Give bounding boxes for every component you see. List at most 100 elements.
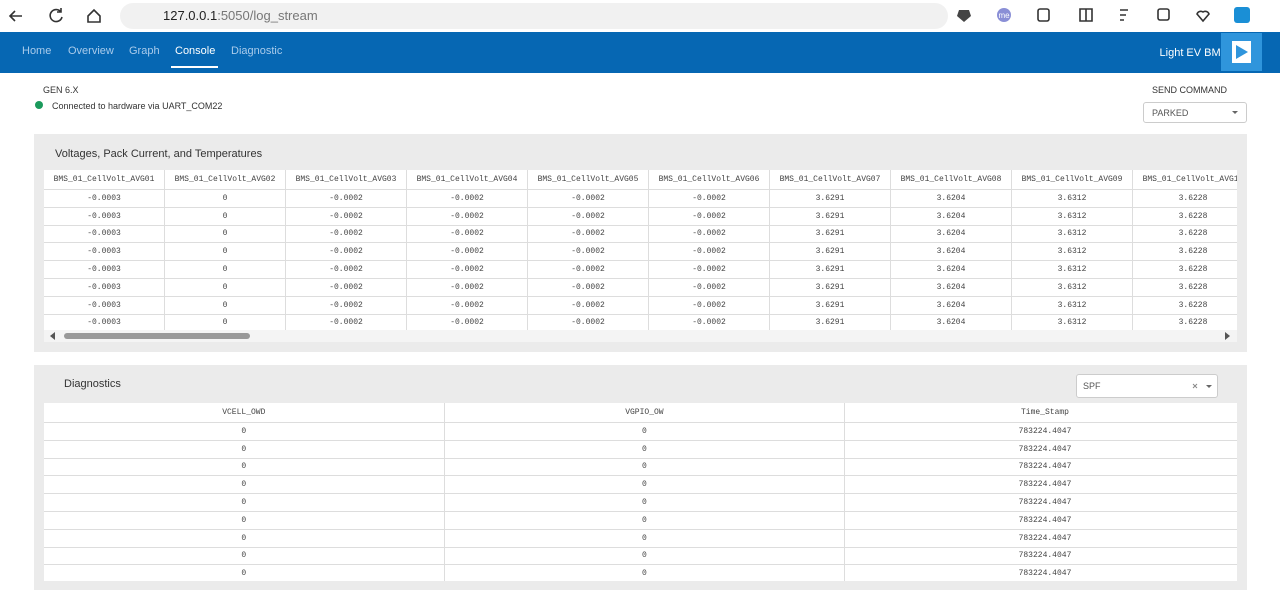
table-cell: 3.6312 <box>1011 242 1133 262</box>
diagnostics-table-wrap: VCELL_OWD VGPIO_OW Time_Stamp 0 0 783224.4047… <box>44 403 1237 581</box>
table-cell: 783224.4047 <box>844 547 1237 566</box>
table-cell: 0 <box>164 225 286 244</box>
table-cell: 783224.4047 <box>844 529 1237 548</box>
nav-link[interactable]: Home <box>22 45 52 57</box>
table-row: -0.0003 0 -0.0002 -0.0002 -0.0002 -0.0002 3.62… <box>44 314 1237 330</box>
table-cell: -0.0002 <box>527 242 649 262</box>
table-cell: 783224.4047 <box>844 564 1237 581</box>
column-header: BMS_01_CellVolt_AVG10 <box>1132 170 1237 190</box>
column-header: BMS_01_CellVolt_AVG06 <box>648 170 770 190</box>
collections-icon[interactable] <box>1157 8 1170 21</box>
profile-avatar[interactable] <box>997 8 1011 22</box>
table-cell: 0 <box>44 475 445 495</box>
health-icon[interactable] <box>1196 10 1210 23</box>
filter-controls[interactable] <box>1187 375 1217 397</box>
url-host-text: 127.0.0.1 <box>163 8 218 23</box>
profile-text: me <box>998 11 1010 20</box>
nav-link[interactable]: Overview <box>68 45 114 57</box>
table-cell: 0 <box>164 260 286 279</box>
table-cell: -0.0002 <box>285 242 407 262</box>
table-cell: 0 <box>44 564 445 581</box>
table-cell: 3.6291 <box>769 242 891 262</box>
table-body: 0 0 783224.4047 0 0 783224.4047 0 0 783224.4047 0… <box>44 422 1237 581</box>
table-cell: 3.6312 <box>1011 314 1133 330</box>
column-header: BMS_01_CellVolt_AVG01 <box>44 170 165 190</box>
reload-icon[interactable] <box>49 8 63 23</box>
table-cell: -0.0002 <box>527 189 649 208</box>
column-header: BMS_01_CellVolt_AVG07 <box>769 170 891 190</box>
shield-icon[interactable] <box>957 10 971 22</box>
voltage-table-wrap: BMS_01_CellVolt_AVG01 BMS_01_CellVolt_AVG… <box>44 170 1237 330</box>
table-cell: -0.0002 <box>406 225 528 244</box>
table-cell: 3.6204 <box>890 260 1012 279</box>
column-header: VCELL_OWD <box>44 403 445 423</box>
table-cell: 3.6228 <box>1132 225 1237 244</box>
nav-link-active[interactable]: Console <box>175 45 216 57</box>
column-header: Time_Stamp <box>844 403 1237 423</box>
extensions-icon[interactable] <box>1037 8 1050 22</box>
column-header: BMS_01_CellVolt_AVG02 <box>164 170 286 190</box>
table-cell: 783224.4047 <box>844 440 1237 459</box>
table-cell: 783224.4047 <box>844 493 1237 512</box>
table-cell: -0.0002 <box>285 278 407 297</box>
table-cell: -0.0002 <box>406 296 528 315</box>
h-scrollbar[interactable] <box>44 330 1237 342</box>
nav-bar: Home Overview Graph Console Diagnostic L… <box>0 32 1280 73</box>
table-row: -0.0003 0 -0.0002 -0.0002 -0.0002 -0.0002 3.62… <box>44 278 1237 297</box>
column-header: BMS_01_CellVolt_AVG05 <box>527 170 649 190</box>
table-cell: 0 <box>44 511 445 530</box>
address-bar[interactable]: 127.0.0.1:5050/log_stream <box>120 3 948 29</box>
edge-icon[interactable] <box>1234 7 1250 23</box>
nav-link[interactable]: Diagnostic <box>231 45 283 57</box>
table-cell: 3.6228 <box>1132 296 1237 315</box>
table-cell: 3.6312 <box>1011 225 1133 244</box>
table-row: 0 0 783224.4047 <box>44 564 1237 581</box>
table-cell: 3.6291 <box>769 189 891 208</box>
url-path: :5050/log_stream <box>217 8 318 23</box>
table-cell: 0 <box>164 242 286 262</box>
table-cell: -0.0003 <box>44 189 165 208</box>
column-header: BMS_01_CellVolt_AVG04 <box>406 170 528 190</box>
diagnostics-filter[interactable]: SPF <box>1076 374 1218 398</box>
panel-title: Diagnostics <box>64 378 121 390</box>
table-row: -0.0003 0 -0.0002 -0.0002 -0.0002 -0.0002 3.62… <box>44 260 1237 279</box>
split-icon[interactable] <box>1079 8 1093 22</box>
table-cell: 3.6312 <box>1011 189 1133 208</box>
table-cell: 3.6228 <box>1132 278 1237 297</box>
table-cell: -0.0002 <box>406 242 528 262</box>
table-cell: 3.6291 <box>769 278 891 297</box>
select-caret <box>1232 111 1238 117</box>
table-head: VCELL_OWD VGPIO_OW Time_Stamp <box>44 403 1237 423</box>
table-row: -0.0003 0 -0.0002 -0.0002 -0.0002 -0.0002 3.62… <box>44 225 1237 244</box>
send-command-select[interactable]: PARKED <box>1143 102 1247 123</box>
table-cell: 783224.4047 <box>844 511 1237 530</box>
back-icon[interactable] <box>8 10 22 22</box>
diagnostics-panel: Diagnostics SPF VCELL_OWD VGPIO_OW Time_St… <box>34 365 1247 590</box>
table-cell: 3.6204 <box>890 314 1012 330</box>
table-cell: 0 <box>444 493 846 512</box>
table-cell: -0.0002 <box>285 260 407 279</box>
table-row: 0 0 783224.4047 <box>44 475 1237 495</box>
table-cell: -0.0002 <box>648 314 770 330</box>
table-cell: -0.0002 <box>406 314 528 330</box>
table-cell: 0 <box>444 547 846 566</box>
table-row: -0.0003 0 -0.0002 -0.0002 -0.0002 -0.0002 3.62… <box>44 189 1237 208</box>
nav-link[interactable]: Graph <box>129 45 160 57</box>
table-cell: 3.6204 <box>890 189 1012 208</box>
table-cell: 3.6204 <box>890 296 1012 315</box>
table-cell: 0 <box>444 529 846 548</box>
table-cell: -0.0003 <box>44 296 165 315</box>
logo[interactable] <box>1221 33 1262 71</box>
favorites-icon[interactable] <box>1120 9 1128 21</box>
table-cell: -0.0003 <box>44 314 165 330</box>
column-header: BMS_01_CellVolt_AVG03 <box>285 170 407 190</box>
table-cell: 3.6228 <box>1132 207 1237 226</box>
column-header: VGPIO_OW <box>444 403 846 423</box>
table-cell: -0.0002 <box>648 225 770 244</box>
table-row: 0 0 783224.4047 <box>44 440 1237 459</box>
home-icon[interactable] <box>87 8 101 23</box>
scroll-thumb[interactable] <box>64 333 250 339</box>
table-row: 0 0 783224.4047 <box>44 458 1237 477</box>
table-cell: 0 <box>444 564 846 581</box>
